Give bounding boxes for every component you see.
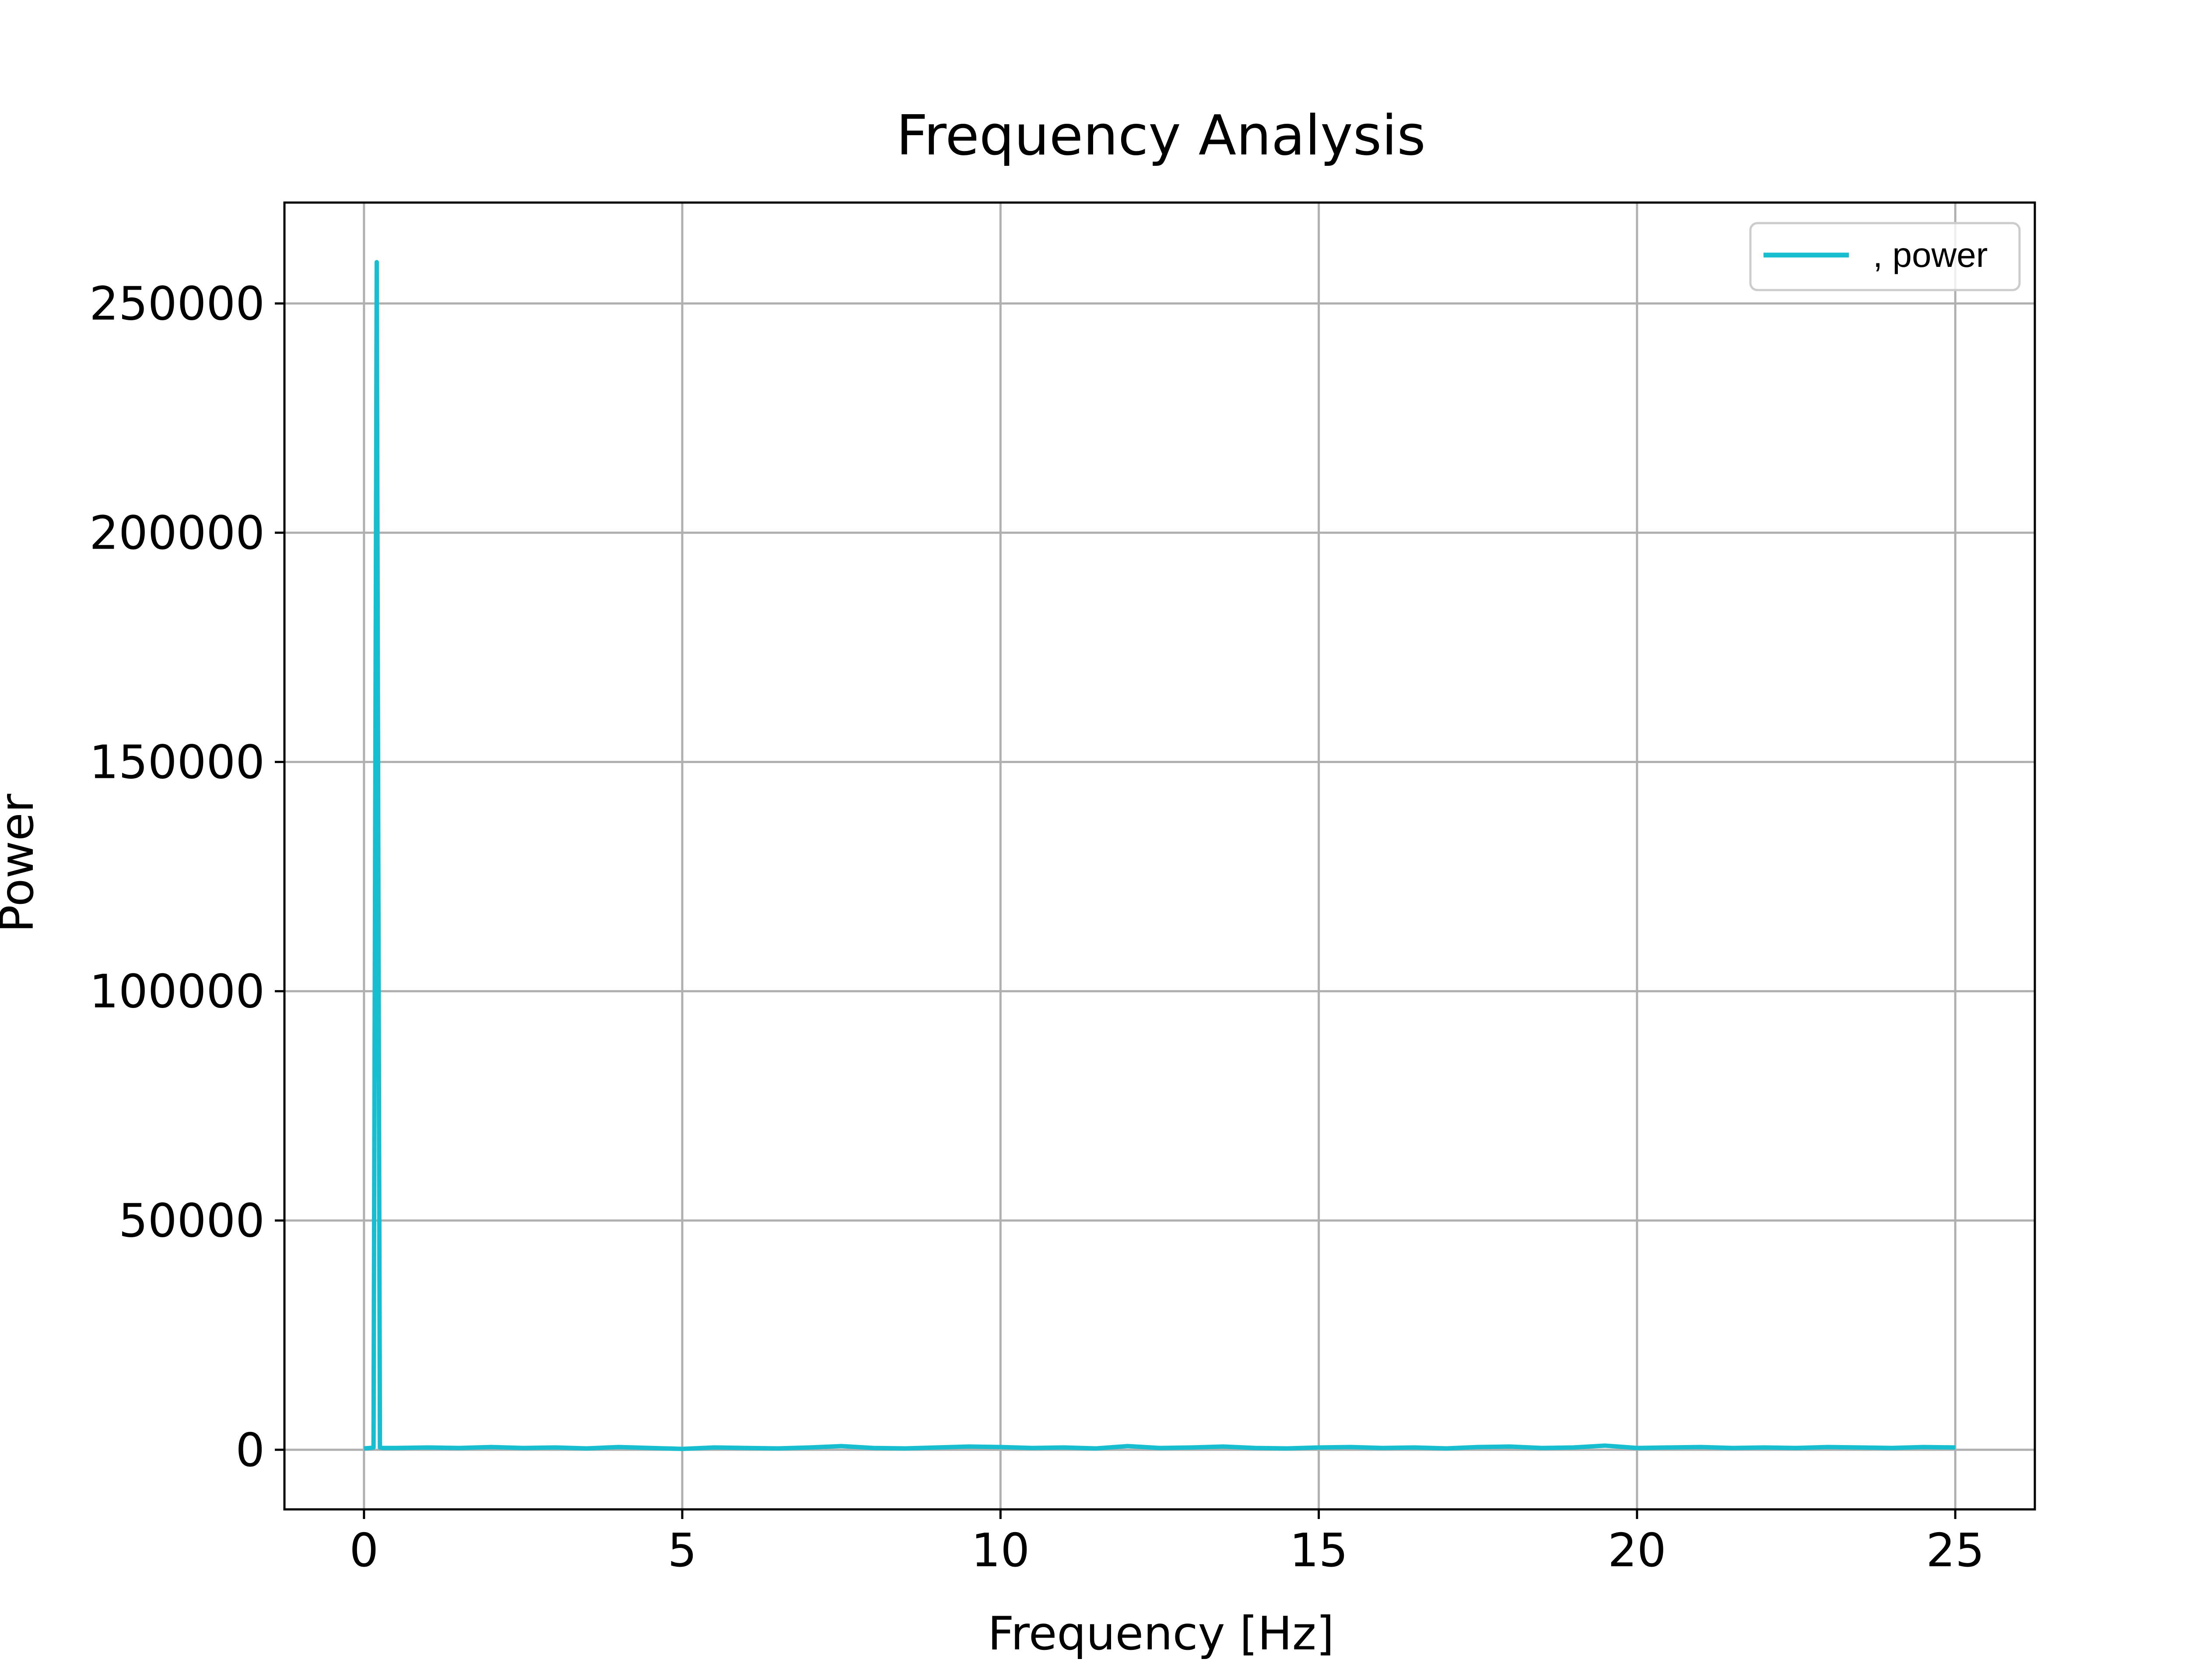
ticks: 0 5 10 15 20 25 0 50000 100000 150000 200000 250000 — [89, 277, 1985, 1577]
y-tick-label: 0 — [235, 1424, 265, 1477]
x-tick-label: 15 — [1290, 1524, 1348, 1577]
grid — [284, 203, 2035, 1509]
series-line-power — [364, 260, 1956, 1451]
series-layer — [364, 260, 1956, 1451]
x-tick-label: 0 — [349, 1524, 379, 1577]
legend: , power — [1749, 222, 2021, 291]
chart-title: Frequency Analysis — [896, 103, 1426, 168]
x-tick-label: 5 — [668, 1524, 697, 1577]
y-axis-label: Power — [0, 793, 44, 932]
x-tick-label: 20 — [1608, 1524, 1666, 1577]
y-tick-label: 250000 — [89, 277, 265, 331]
x-tick-label: 10 — [971, 1524, 1030, 1577]
plot-frame — [283, 201, 2036, 1511]
y-tick-label: 150000 — [89, 736, 265, 789]
y-tick-label: 100000 — [89, 965, 265, 1018]
x-axis-label: Frequency [Hz] — [988, 1607, 1334, 1660]
y-tick-label: 200000 — [89, 507, 265, 560]
legend-box — [1749, 222, 2021, 291]
legend-label-power: , power — [1873, 235, 1988, 274]
x-tick-label: 25 — [1926, 1524, 1985, 1577]
y-tick-label: 50000 — [119, 1194, 265, 1248]
